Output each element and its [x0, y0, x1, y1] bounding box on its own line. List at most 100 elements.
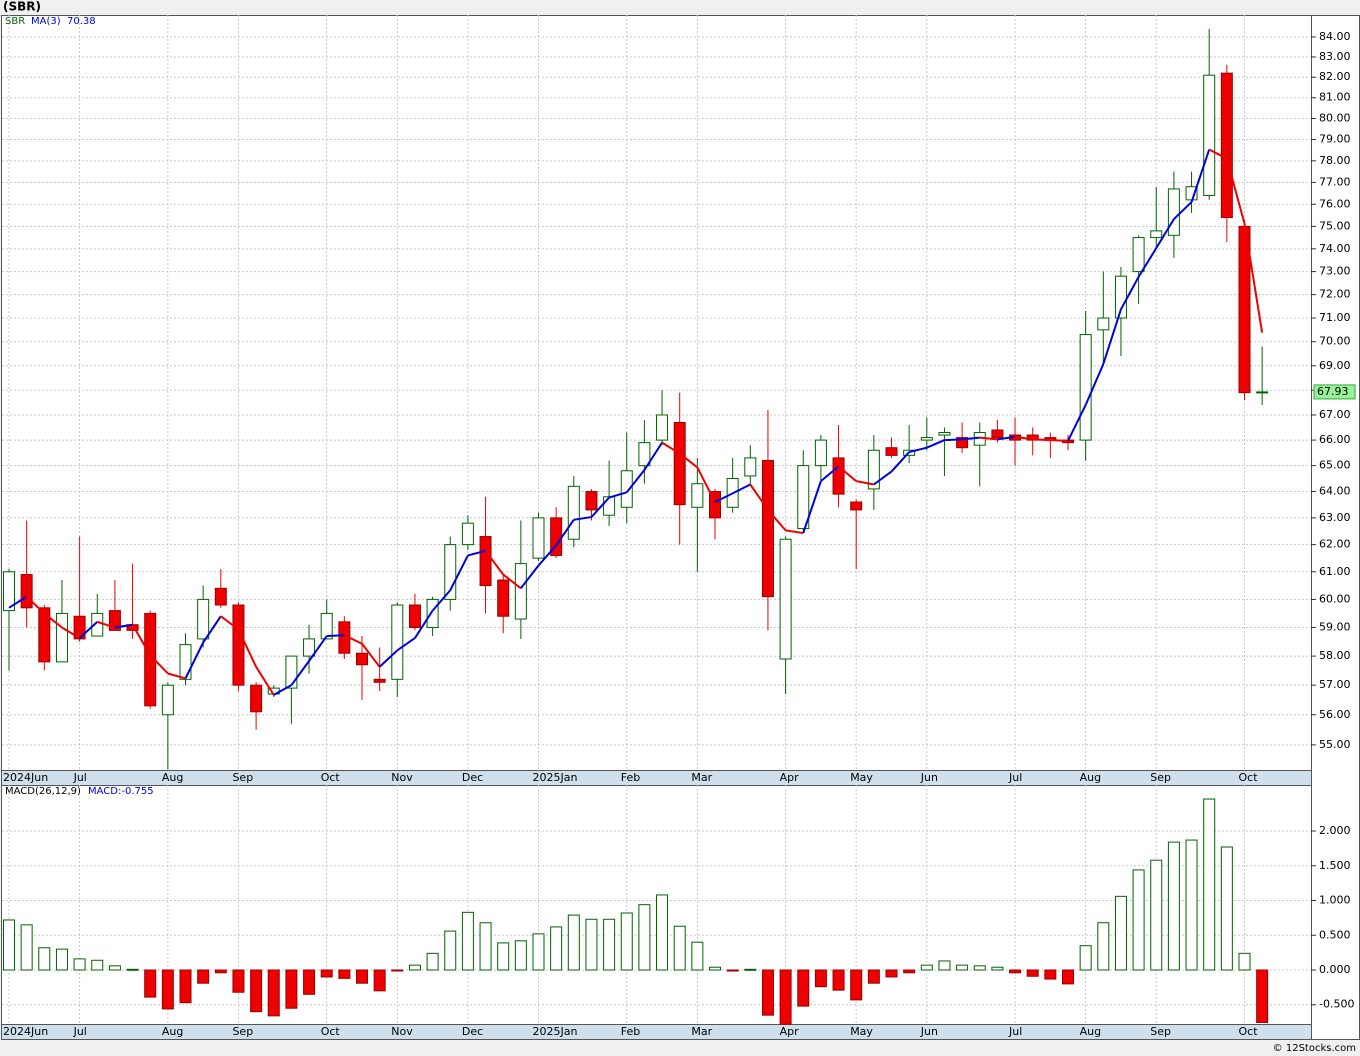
ma-segment	[1190, 149, 1211, 203]
candle-body	[91, 612, 104, 637]
y-tick-label: 55.00	[1319, 738, 1351, 751]
candle-body	[479, 536, 492, 587]
candle-body	[1079, 334, 1092, 441]
macd-bar	[550, 926, 563, 971]
y-tick-label: 81.00	[1319, 91, 1351, 104]
macd-bar	[444, 930, 457, 971]
macd-bar	[1150, 859, 1163, 971]
macd-bar	[91, 959, 104, 971]
ma-segment	[273, 684, 292, 696]
candle-body	[179, 644, 192, 680]
date-strip	[1, 770, 1312, 786]
y-tick-label: 83.00	[1319, 50, 1351, 63]
macd-bar	[585, 918, 598, 971]
x-tick-label: Jul	[1008, 1025, 1022, 1038]
candle-body	[514, 563, 527, 620]
candle-body	[1220, 72, 1233, 219]
ma-segment	[520, 564, 540, 589]
ma-segment	[378, 649, 398, 668]
x-tick-label: 2024Jun	[3, 771, 48, 784]
x-tick-label: Mar	[691, 771, 712, 784]
y-tick-label: 77.00	[1319, 175, 1351, 188]
y-tick-label: 78.00	[1319, 154, 1351, 167]
y-tick-label: 1.000	[1319, 894, 1351, 907]
x-tick-label: Aug	[162, 771, 183, 784]
candle-body	[214, 587, 227, 606]
ma-segment	[167, 672, 186, 680]
ma-segment	[43, 612, 63, 629]
x-tick-label: Dec	[462, 771, 483, 784]
ma-segment	[114, 623, 133, 629]
x-tick-label: Mar	[691, 1025, 712, 1038]
ma-segment	[696, 466, 716, 503]
candle-body	[320, 612, 333, 640]
ma-segment	[608, 491, 628, 499]
macd-bar	[709, 966, 721, 971]
macd-bar	[691, 941, 704, 971]
candle-body	[1132, 237, 1145, 273]
macd-bar	[656, 894, 669, 971]
macd-bar	[1203, 798, 1216, 971]
x-tick-label: Sep	[232, 1025, 253, 1038]
ma-segment	[749, 483, 769, 511]
x-tick-label: Sep	[1150, 771, 1171, 784]
ma-segment	[625, 469, 646, 493]
value-axis	[1311, 15, 1360, 1040]
macd-bar	[38, 947, 51, 971]
macd-bar	[779, 969, 792, 1025]
candle-body	[108, 610, 121, 631]
ma-segment	[502, 573, 522, 590]
candle-body	[567, 485, 580, 540]
candle-body	[638, 442, 651, 467]
ma-segment	[1032, 438, 1051, 442]
ma-segment	[1243, 223, 1264, 333]
y-tick-label: 62.00	[1319, 538, 1351, 551]
macd-bar	[991, 966, 1004, 971]
macd-bar	[320, 969, 333, 978]
y-tick-label: 82.00	[1319, 70, 1351, 83]
macd-bar	[1185, 839, 1198, 971]
candle-body	[867, 449, 880, 490]
y-tick-label: 57.00	[1319, 678, 1351, 691]
x-tick-label: 2024Jun	[3, 1025, 48, 1038]
footer: © 12Stocks.com	[1273, 1043, 1356, 1054]
ma-segment	[679, 452, 698, 469]
macd-bar	[373, 969, 386, 992]
ma-segment	[997, 435, 1016, 441]
ma-segment	[767, 509, 787, 532]
ma-segment	[856, 480, 875, 486]
macd-bar	[426, 952, 439, 971]
ma-segment	[908, 446, 928, 454]
ma-segment	[590, 496, 610, 518]
candle-body	[461, 522, 474, 546]
macd-bar	[250, 969, 263, 1013]
candle-body	[744, 457, 757, 477]
last-price-label: 67.93	[1317, 385, 1349, 398]
ma-segment	[220, 615, 240, 631]
macd-bar	[338, 969, 351, 979]
candle-body	[1203, 74, 1216, 196]
macd-bar	[903, 969, 916, 974]
ma-segment	[555, 519, 575, 546]
candle-body	[850, 501, 863, 511]
ma-segment	[290, 660, 310, 686]
macd-bar	[391, 969, 404, 972]
ma-segment	[8, 595, 28, 609]
ma-segment	[396, 637, 416, 652]
macd-bar	[850, 969, 863, 1001]
ma-segment	[326, 634, 345, 638]
candle-body	[408, 604, 421, 629]
y-tick-label: 60.00	[1319, 592, 1351, 605]
x-tick-label: 2025Jan	[533, 1025, 578, 1038]
candle-body	[673, 421, 686, 506]
ma-segment	[255, 666, 275, 696]
y-tick-label: 70.00	[1319, 335, 1351, 348]
y-tick-label: 79.00	[1319, 133, 1351, 146]
grid: 55.00 56.00 57.00 58.00 59.00 60.00 61.00 62.00…	[2, 15, 1354, 1038]
macd-bar	[179, 969, 192, 1004]
x-tick-label: 2025Jan	[533, 771, 578, 784]
macd-bar	[408, 964, 421, 971]
candle-body	[814, 439, 827, 467]
macd-bar	[603, 918, 616, 971]
ma-segment	[732, 483, 751, 495]
